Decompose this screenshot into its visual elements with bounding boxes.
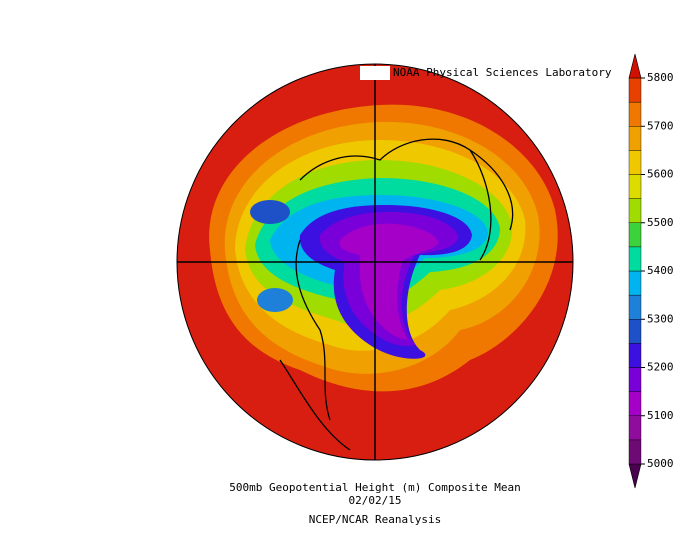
colorbar-band	[628, 415, 642, 441]
colorbar-band	[628, 222, 642, 248]
colorbar-band	[628, 126, 642, 151]
colorbar-band	[628, 270, 642, 296]
source: NCEP/NCAR Reanalysis	[309, 513, 441, 526]
colorbar-tick-label: 5600	[647, 168, 674, 181]
colorbar-tick-label: 5300	[647, 312, 674, 325]
colorbar-tick-label: 5500	[647, 216, 674, 229]
colorbar-tick-label: 5400	[647, 264, 674, 277]
credit: NOAA Physical Sciences Laboratory	[393, 66, 612, 79]
date: 02/02/15	[349, 494, 402, 507]
colorbar-band	[628, 343, 642, 368]
colorbar-tick-label: 5100	[647, 409, 674, 422]
colorbar-tick-label: 5200	[647, 361, 674, 374]
colorbar-tick-label: 5800	[647, 71, 674, 84]
credit-box	[360, 66, 390, 80]
colorbar-band	[628, 101, 642, 127]
colorbar: 5000 5100 5200 5300 5400 5500 5600 5700 5800	[628, 53, 674, 489]
colorbar-band	[628, 150, 642, 175]
map-border	[176, 63, 574, 461]
map-field	[177, 64, 573, 460]
colorbar-band	[628, 294, 642, 320]
title: 500mb Geopotential Height (m) Composite …	[229, 481, 520, 494]
colorbar-band	[628, 439, 642, 465]
colorbar-arrow-low	[628, 463, 642, 489]
colorbar-band	[628, 77, 642, 103]
colorbar-tick-label: 5000	[647, 457, 674, 470]
colorbar-band	[628, 367, 642, 392]
colorbar-arrow-high	[628, 53, 642, 79]
colorbar-band	[628, 246, 642, 272]
colorbar-band	[628, 198, 642, 223]
colorbar-band	[628, 391, 642, 416]
colorbar-tick-label: 5700	[647, 119, 674, 132]
colorbar-band	[628, 319, 642, 344]
colorbar-band	[628, 174, 642, 199]
